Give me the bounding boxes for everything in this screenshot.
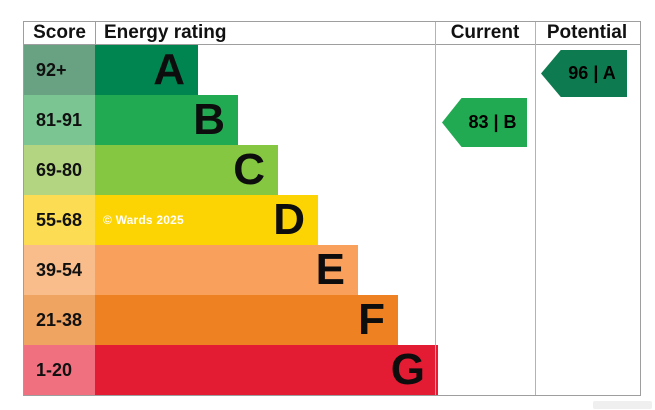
band-bar: F [95,295,398,345]
band-row-a: 92+ A [24,45,640,95]
band-row-g: 1-20 G [24,345,640,395]
current-rating-arrow: 83 | B [442,98,527,147]
energy-rating-column-header: Energy rating [104,22,227,43]
epc-table: Score Energy rating Current Potential 92… [23,21,641,396]
band-row-e: 39-54 E [24,245,640,295]
band-bar: E [95,245,358,295]
band-score-range: 21-38 [24,295,95,345]
current-column-divider [435,22,436,395]
band-letter: B [193,95,225,144]
band-row-d: 55-68 © Wards 2025 D [24,195,640,245]
band-letter: E [315,245,345,294]
band-bar: A [95,45,198,95]
band-letter: G [390,345,425,394]
band-letter: A [153,45,185,94]
band-score-range: 92+ [24,45,95,95]
score-column-header: Score [24,22,96,44]
potential-column-divider [535,22,536,395]
band-row-b: 81-91 B [24,95,640,145]
band-score-range: 39-54 [24,245,95,295]
band-bar: B [95,95,238,145]
band-score-range: 55-68 [24,195,95,245]
band-score-range: 81-91 [24,95,95,145]
band-bar: G [95,345,438,395]
band-row-c: 69-80 C [24,145,640,195]
table-header: Score Energy rating Current Potential [24,22,640,45]
band-letter: F [358,295,385,344]
band-score-range: 1-20 [24,345,95,395]
band-letter: D [273,195,305,244]
copyright-watermark: © Wards 2025 [103,213,184,227]
potential-rating-arrow: 96 | A [541,50,627,97]
potential-column-header: Potential [546,22,628,43]
bottom-right-watermark [593,401,652,409]
current-column-header: Current [450,22,520,43]
band-rows: 92+ A 81-91 B 69-80 C 55-68 [24,45,640,395]
band-score-range: 69-80 [24,145,95,195]
band-bar: C [95,145,278,195]
band-bar: © Wards 2025 D [95,195,318,245]
band-row-f: 21-38 F [24,295,640,345]
band-letter: C [233,145,265,194]
